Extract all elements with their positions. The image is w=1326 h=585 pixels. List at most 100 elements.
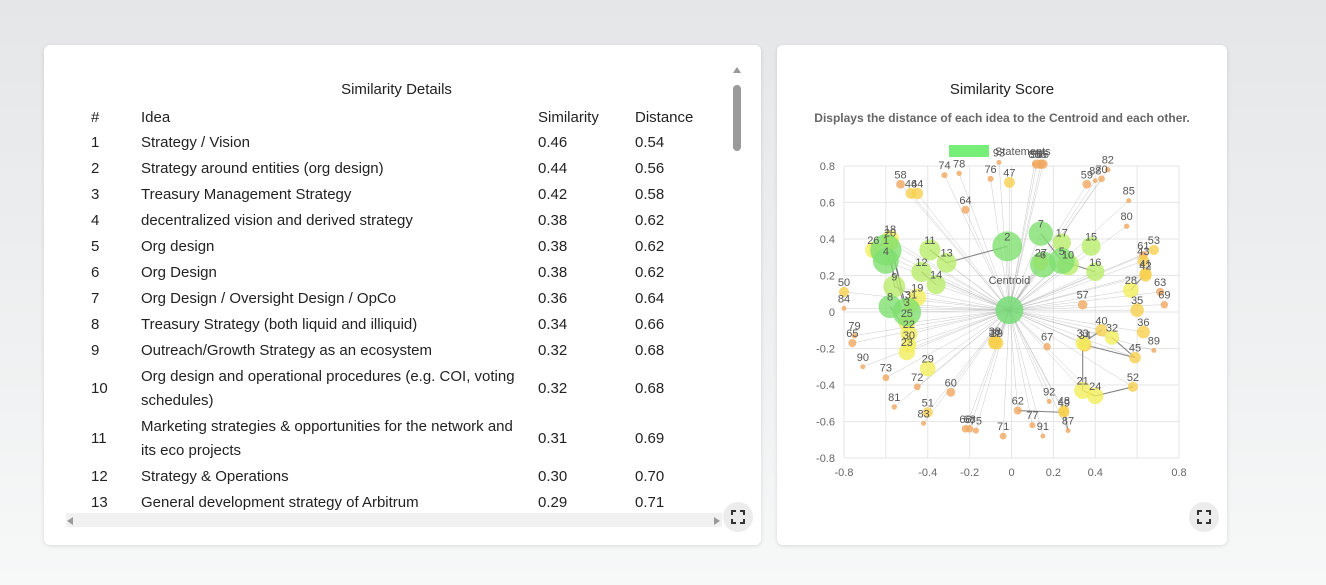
- row-number: 6: [91, 264, 100, 281]
- point-label: 39: [991, 328, 1003, 340]
- table-row: 3 Treasury Management Strategy 0.42 0.58: [88, 182, 715, 208]
- centroid-link: [906, 309, 1010, 353]
- x-tick-label: 0.8: [1171, 467, 1186, 479]
- point-label: 67: [1041, 332, 1053, 344]
- row-distance: 0.70: [635, 468, 665, 485]
- arrow-up-icon[interactable]: [733, 67, 741, 73]
- centroid-link: [1009, 309, 1136, 358]
- centroid-link: [969, 310, 1010, 429]
- row-idea: Treasury Management Strategy: [141, 186, 352, 203]
- point-label: 81: [888, 392, 900, 404]
- table-row: 10 Org design and operational procedures …: [88, 364, 715, 414]
- row-idea: Org Design / Oversight Design / OpCo: [141, 290, 397, 307]
- point-label: 31: [905, 290, 917, 302]
- point-label: 58: [894, 169, 906, 181]
- row-distance: 0.66: [635, 316, 665, 333]
- point-label: 6: [1040, 250, 1046, 262]
- row-similarity: 0.32: [538, 342, 568, 359]
- x-tick-label: -0.2: [960, 467, 979, 479]
- data-point: [990, 336, 1004, 350]
- row-idea: Strategy & Operations: [141, 468, 289, 485]
- point-label: 11: [924, 235, 935, 247]
- expand-table-button[interactable]: [723, 502, 753, 532]
- point-label: 72: [911, 372, 923, 384]
- point-label: 19: [911, 282, 923, 294]
- point-label: 93: [993, 147, 1005, 159]
- centroid-link: [1009, 309, 1134, 388]
- point-label: 12: [915, 257, 927, 269]
- row-number: 3: [91, 186, 100, 203]
- row-similarity: 0.29: [538, 494, 568, 511]
- point-label: 60: [945, 377, 957, 389]
- row-number: 9: [91, 342, 100, 359]
- column-header-number[interactable]: #: [91, 108, 100, 126]
- row-number: 7: [91, 290, 100, 307]
- row-similarity: 0.36: [538, 290, 568, 307]
- point-label: 64: [959, 195, 971, 207]
- data-point: [1126, 198, 1132, 204]
- point-label: 56: [1037, 149, 1049, 161]
- row-idea: Treasury Strategy (both liquid and illiq…: [141, 316, 418, 333]
- row-similarity: 0.34: [538, 316, 568, 333]
- point-label: 15: [1085, 231, 1097, 243]
- table-row: 13 General development strategy of Arbitr…: [88, 490, 715, 516]
- data-point: [1098, 175, 1105, 183]
- point-label: 29: [922, 354, 934, 366]
- data-point: [1123, 282, 1139, 298]
- horizontal-scrollbar[interactable]: [66, 513, 722, 527]
- table-row: 7 Org Design / Oversight Design / OpCo 0.3…: [88, 286, 715, 312]
- centroid-link: [843, 291, 1010, 311]
- data-point: [900, 325, 918, 343]
- point-label: 86: [1028, 149, 1040, 161]
- centroid-link: [852, 309, 1010, 344]
- point-label: 92: [1043, 386, 1055, 398]
- data-point: [1129, 351, 1141, 364]
- arrow-right-icon[interactable]: [714, 517, 720, 525]
- legend-swatch: [949, 145, 989, 157]
- centroid-link: [965, 209, 1010, 311]
- row-distance: 0.69: [635, 430, 665, 447]
- expand-chart-button[interactable]: [1189, 502, 1219, 532]
- row-distance: 0.56: [635, 160, 665, 177]
- x-tick-label: -0.8: [835, 467, 854, 479]
- table-title: Similarity Details: [341, 81, 452, 98]
- row-distance: 0.54: [635, 134, 665, 151]
- centroid-link: [1009, 255, 1144, 311]
- y-tick-label: -0.6: [816, 417, 835, 429]
- centroid-link: [908, 309, 1010, 335]
- row-idea: General development strategy of Arbitrum: [141, 494, 419, 511]
- row-number: 13: [91, 494, 108, 511]
- centroid-link: [1009, 310, 1065, 413]
- point-label: 75: [970, 416, 982, 428]
- row-similarity: 0.31: [538, 430, 568, 447]
- column-header-idea[interactable]: Idea: [141, 108, 171, 126]
- column-header-similarity[interactable]: Similarity: [538, 108, 599, 126]
- point-label: 59: [1081, 169, 1093, 181]
- data-point: [1092, 178, 1098, 184]
- point-label: 16: [1089, 257, 1101, 269]
- data-point: [911, 187, 924, 200]
- centroid-link: [1009, 289, 1131, 311]
- centroid-link: [1009, 310, 1033, 426]
- data-point: [841, 305, 847, 311]
- arrow-left-icon[interactable]: [67, 517, 73, 525]
- centroid-link: [894, 309, 1010, 408]
- data-point: [1156, 287, 1165, 297]
- data-point: [1075, 335, 1090, 351]
- centroid-link: [1009, 309, 1154, 351]
- data-point: [1123, 223, 1130, 229]
- data-point: [992, 231, 1023, 262]
- column-header-distance[interactable]: Distance: [635, 108, 694, 126]
- point-label: 22: [903, 319, 915, 331]
- centroid-link: [1009, 260, 1144, 311]
- point-label: 14: [930, 270, 942, 282]
- y-tick-label: 0.4: [820, 234, 835, 246]
- point-label: 36: [1137, 317, 1149, 329]
- point-label: 46: [905, 178, 917, 190]
- vertical-scrollbar-thumb[interactable]: [733, 85, 741, 151]
- centroid-link: [1009, 164, 1044, 311]
- point-label: 70: [1095, 164, 1107, 176]
- point-label: 66: [959, 414, 971, 426]
- centroid-link: [1009, 309, 1113, 338]
- similarity-scatter-chart[interactable]: 1 234 567891011121314151617181920212223242…: [777, 45, 1227, 495]
